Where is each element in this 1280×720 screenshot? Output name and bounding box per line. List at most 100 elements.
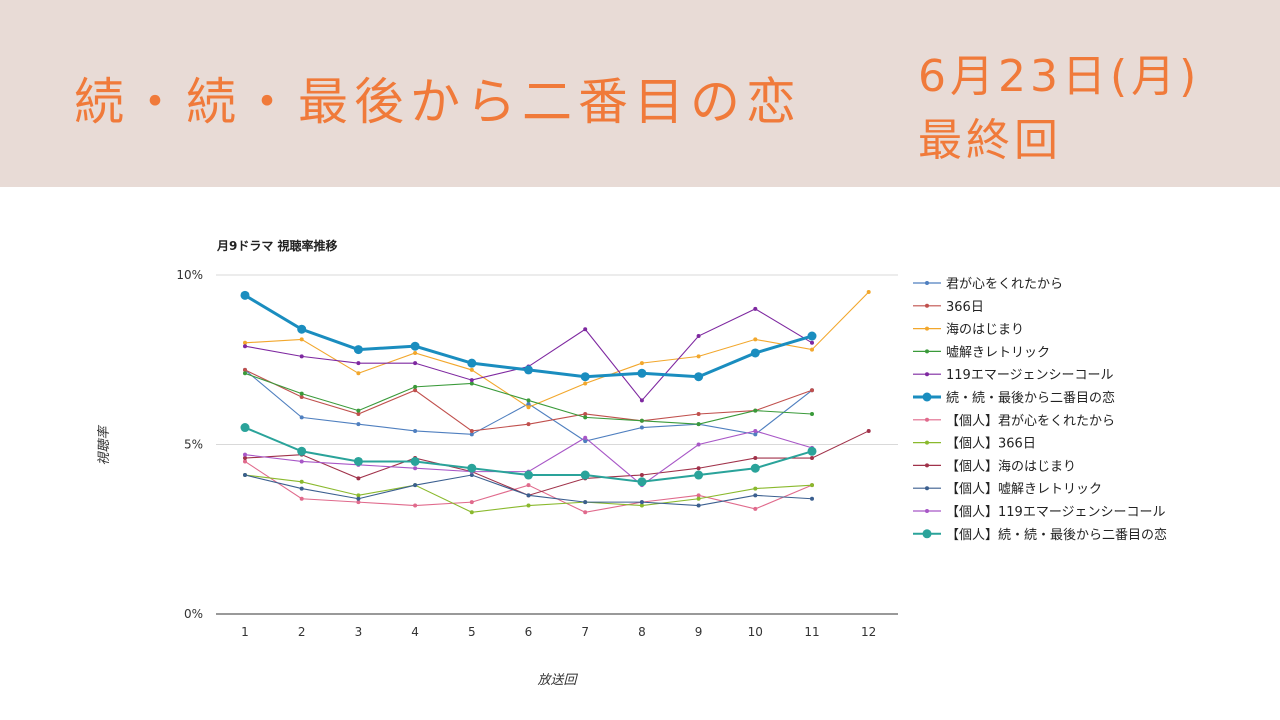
x-tick-label: 5 (468, 625, 476, 639)
x-tick-label: 6 (525, 625, 533, 639)
data-point (243, 340, 247, 345)
data-point (413, 428, 418, 433)
data-point (243, 456, 247, 461)
series-10 (243, 473, 814, 508)
data-point (297, 324, 307, 334)
data-point (753, 306, 758, 311)
data-point (356, 408, 361, 413)
series-3 (243, 289, 871, 410)
legend-label: 君が心をくれたから (946, 277, 1063, 292)
data-point (524, 365, 533, 375)
x-tick-label: 8 (638, 625, 646, 639)
data-point (469, 432, 474, 437)
data-point (810, 411, 814, 416)
legend-label: 【個人】君が心をくれたから (946, 414, 1115, 429)
x-axis-title: 放送回 (537, 673, 578, 688)
legend-item: 【個人】続・続・最後から二番目の恋 (913, 527, 1167, 543)
data-point (583, 500, 588, 505)
data-point (243, 367, 247, 372)
data-point (810, 388, 814, 393)
data-point (243, 459, 247, 464)
legend-label: 続・続・最後から二番目の恋 (946, 390, 1115, 406)
legend-swatch-marker (925, 326, 929, 331)
legend-item: 嘘解きレトリック (913, 345, 1050, 360)
data-point (810, 483, 814, 488)
data-point (240, 290, 250, 300)
data-point (356, 371, 361, 376)
x-tick-label: 4 (411, 625, 419, 639)
data-point (753, 337, 758, 342)
y-axis-title: 視聴率 (96, 425, 112, 466)
legend-item: 【個人】嘘解きレトリック (913, 482, 1102, 497)
data-point (639, 473, 644, 478)
broadcast-date: 6月23日(月) (918, 51, 1201, 102)
y-tick-label: 10% (176, 268, 203, 282)
legend-label: 【個人】366日 (946, 437, 1036, 452)
chart-title: 月9ドラマ 視聴率推移 (217, 239, 338, 253)
data-point (526, 493, 531, 498)
data-point (469, 428, 474, 433)
data-point (356, 422, 361, 427)
x-axis-ticks: 1 2 3 4 5 6 7 8 9 10 11 12 (241, 625, 876, 639)
data-point (240, 423, 250, 433)
data-point (413, 384, 418, 389)
data-point (353, 456, 363, 466)
legend-swatch-marker (925, 372, 929, 377)
data-point (580, 470, 590, 480)
legend-label: 【個人】119エマージェンシーコール (946, 505, 1166, 520)
data-point (810, 347, 814, 352)
data-point (297, 446, 307, 456)
data-point (583, 381, 588, 386)
data-point (639, 398, 644, 403)
data-point (243, 344, 247, 349)
data-point (413, 350, 418, 355)
legend-swatch-marker (925, 463, 929, 468)
data-point (356, 476, 361, 481)
data-point (526, 503, 531, 508)
data-point (810, 340, 814, 345)
data-point (750, 463, 760, 473)
y-axis-ticks: 0% 5% 10% (176, 268, 203, 621)
data-point (469, 378, 474, 383)
data-point (696, 334, 701, 339)
x-tick-label: 1 (241, 625, 249, 639)
data-point (580, 372, 590, 382)
data-point (299, 415, 304, 420)
legend-item: 君が心をくれたから (913, 277, 1063, 292)
series-1 (243, 367, 814, 444)
series-5 (243, 306, 814, 403)
final-episode-label: 最終回 (918, 115, 1062, 166)
data-point (410, 341, 420, 351)
legend-label: 119エマージェンシーコール (946, 368, 1114, 383)
y-tick-label: 5% (184, 438, 203, 452)
legend-swatch-marker (925, 486, 929, 491)
data-point (299, 337, 304, 342)
legend-item: 【個人】君が心をくれたから (913, 414, 1115, 429)
series-line (244, 294, 813, 379)
legend-label: 嘘解きレトリック (946, 345, 1050, 360)
data-point (583, 411, 588, 416)
data-point (696, 411, 701, 416)
data-point (353, 345, 363, 355)
data-point (696, 466, 701, 471)
data-point (243, 452, 247, 457)
data-point (753, 456, 758, 461)
data-point (696, 493, 701, 498)
drama-title: 続・続・最後から二番目の恋 (74, 73, 802, 131)
legend-label: 【個人】嘘解きレトリック (946, 482, 1102, 497)
legend-label: 【個人】海のはじまり (946, 459, 1076, 474)
data-point (413, 466, 418, 471)
data-point (753, 408, 758, 413)
data-point (753, 493, 758, 498)
data-point (526, 422, 531, 427)
y-tick-label: 0% (184, 607, 203, 621)
legend-item: 【個人】119エマージェンシーコール (913, 505, 1166, 520)
series-line (244, 430, 869, 496)
data-point (639, 500, 644, 505)
data-point (413, 483, 418, 488)
data-point (299, 479, 304, 484)
data-point (469, 500, 474, 505)
data-point (750, 348, 760, 358)
data-point (526, 398, 531, 403)
